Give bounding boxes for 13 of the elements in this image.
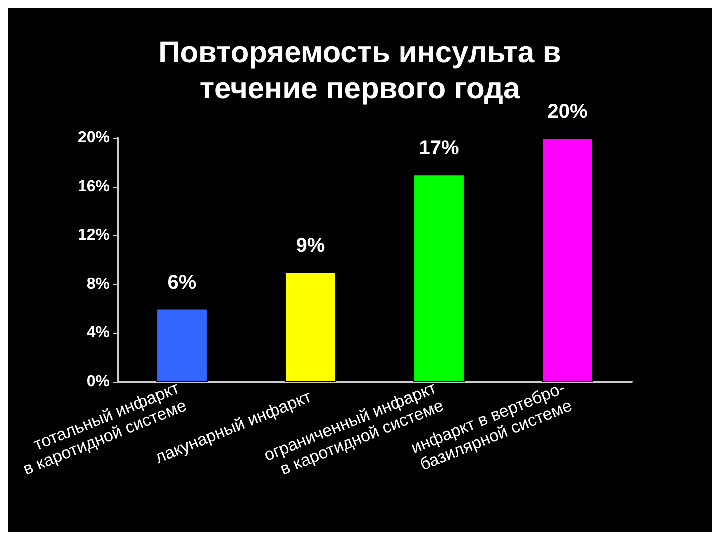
- data-label: 17%: [419, 138, 460, 160]
- y-tick-label: 8%: [86, 276, 110, 293]
- bar: [285, 272, 336, 382]
- data-label: 9%: [296, 235, 326, 258]
- bar: [156, 308, 208, 382]
- data-label: 6%: [168, 272, 197, 294]
- bar: [414, 174, 465, 382]
- y-tick-label: 0%: [86, 374, 110, 390]
- y-tick-label: 4%: [86, 324, 110, 342]
- y-tick-label: 12%: [78, 227, 110, 244]
- bar: [542, 138, 594, 382]
- y-tick-label: 16%: [78, 178, 110, 196]
- y-tick-label: 20%: [78, 130, 110, 146]
